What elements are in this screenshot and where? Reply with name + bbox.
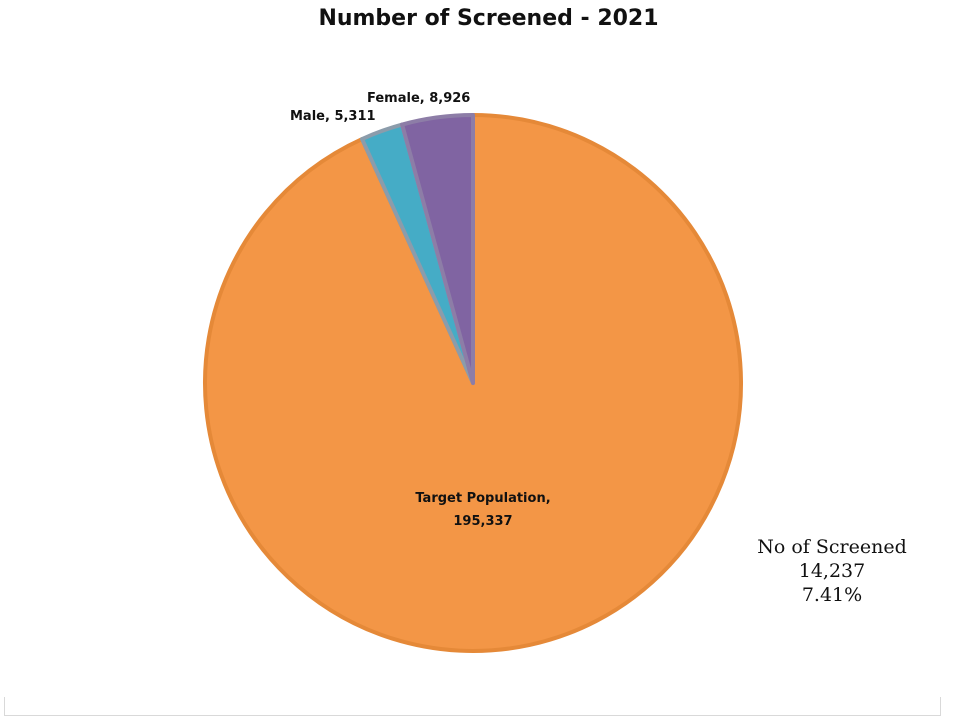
annotation-percent: 7.41% [801,584,863,606]
slice-label-target: Target Population, [415,491,550,506]
slice-label-female: Female, 8,926 [367,91,470,106]
pie-labels: Target Population, 195,337 Male, 5,311 F… [290,91,551,529]
chart-title: Number of Screened - 2021 [318,6,659,31]
pie-slice-female [400,113,475,385]
pie-slices [203,113,743,653]
annotation-count: 14,237 [798,560,866,582]
screened-annotation: No of Screened 14,237 7.41% [742,535,922,607]
slice-label-target-value: 195,337 [453,514,512,529]
pie-chart: Target Population, 195,337 Male, 5,311 F… [203,91,743,653]
annotation-title: No of Screened [757,536,907,558]
slice-label-male: Male, 5,311 [290,109,376,124]
